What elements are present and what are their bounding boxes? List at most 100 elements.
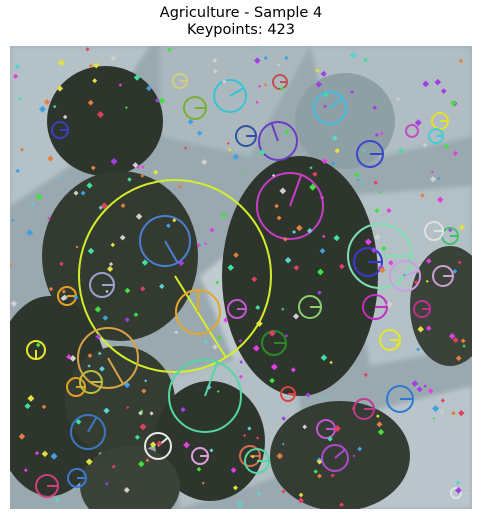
keypoint-marker [246, 155, 250, 159]
keypoint-orientation-line [334, 448, 346, 459]
keypoint-marker [110, 158, 118, 166]
keypoint-marker [339, 263, 345, 270]
keypoint-circle [256, 172, 324, 240]
keypoint-orientation-line [204, 361, 219, 397]
keypoint-circle [450, 487, 462, 499]
keypoint-marker [334, 147, 340, 154]
keypoint-marker [312, 171, 318, 177]
keypoint-marker [460, 338, 466, 344]
keypoint-marker [110, 242, 116, 248]
keypoint-marker [174, 330, 179, 335]
keypoint-marker [59, 261, 64, 266]
keypoint-marker [172, 218, 177, 223]
keypoint-marker [269, 377, 275, 384]
keypoint-marker [242, 433, 247, 438]
keypoint-marker [386, 301, 394, 308]
keypoint-marker [292, 313, 300, 320]
keypoint-marker [395, 341, 402, 348]
keypoint-marker [455, 355, 462, 362]
keypoint-marker [283, 237, 288, 242]
keypoint-marker [465, 491, 469, 495]
keypoint-marker [451, 410, 456, 416]
keypoint-marker [62, 114, 68, 120]
keypoint-marker [333, 234, 340, 242]
keypoint-marker [141, 259, 149, 266]
keypoint-marker [281, 442, 285, 446]
keypoint-orientation-line [270, 122, 279, 142]
keypoint-marker [139, 423, 147, 431]
keypoint-marker [178, 260, 185, 267]
keypoint-marker [167, 47, 172, 52]
keypoint-marker [241, 170, 245, 174]
keypoint-marker [306, 227, 313, 234]
keypoint-marker [90, 165, 96, 171]
keypoint-marker [257, 84, 261, 88]
keypoint-marker [30, 203, 35, 207]
keypoint-marker [411, 380, 419, 387]
keypoint-marker [255, 436, 260, 440]
keypoint-circle [258, 121, 298, 161]
keypoint-marker [23, 468, 28, 473]
keypoint-marker [20, 147, 24, 152]
keypoint-circle [144, 432, 172, 460]
keypoint-marker [436, 176, 441, 181]
keypoint-marker [138, 460, 145, 468]
figure-title: Agriculture - Sample 4 Keypoints: 423 [0, 5, 482, 39]
keypoint-circle [321, 444, 349, 472]
keypoint-marker [124, 317, 130, 323]
keypoint-marker [156, 440, 163, 447]
keypoint-marker [425, 258, 432, 264]
keypoint-circle [168, 359, 242, 433]
keypoint-marker [281, 489, 286, 494]
keypoint-marker [18, 97, 22, 101]
keypoint-marker [233, 252, 239, 258]
keypoint-marker [356, 178, 360, 182]
keypoint-marker [201, 481, 205, 485]
satellite-image-panel [10, 46, 472, 509]
keypoint-marker [452, 337, 459, 344]
keypoint-marker [320, 354, 328, 361]
keypoint-marker [239, 360, 243, 364]
keypoint-marker [95, 333, 102, 340]
keypoint-marker [320, 195, 325, 200]
keypoint-orientation-line [329, 96, 343, 109]
keypoint-marker [322, 234, 326, 239]
keypoint-marker [357, 446, 363, 452]
keypoint-marker [449, 333, 456, 340]
keypoint-marker [386, 208, 392, 214]
keypoint-marker [379, 267, 386, 274]
keypoint-marker [159, 283, 165, 290]
keypoint-circles [26, 73, 462, 499]
keypoint-circle [213, 79, 247, 113]
keypoint-marker [430, 170, 434, 174]
keypoint-marker [86, 182, 93, 189]
keypoint-marker [87, 247, 95, 255]
keypoint-circle [139, 215, 191, 267]
keypoint-marker [425, 279, 429, 283]
keypoint-marker [196, 243, 202, 248]
keypoint-marker [429, 175, 437, 183]
keypoint-marker [127, 177, 132, 182]
keypoint-marker [222, 79, 227, 84]
keypoint-marker [316, 459, 323, 465]
keypoint-marker [361, 148, 366, 152]
keypoint-marker [434, 78, 442, 86]
keypoint-marker [376, 421, 383, 428]
keypoint-orientation-line [174, 275, 227, 358]
keypoint-marker [203, 242, 207, 246]
keypoint-marker [252, 344, 260, 352]
keypoint-orientation-line [87, 416, 98, 433]
keypoint-circle [313, 91, 347, 125]
keypoint-marker [104, 481, 109, 486]
keypoint-marker [376, 414, 380, 418]
keypoint-overlay-image [10, 46, 472, 509]
keypoint-marker [298, 492, 304, 498]
keypoint-marker [276, 452, 284, 460]
keypoint-marker [255, 305, 261, 311]
keypoint-marker [56, 85, 64, 92]
keypoint-marker [212, 344, 218, 350]
keypoint-marker [296, 224, 303, 232]
keypoint-marker [256, 491, 262, 496]
keypoint-marker [305, 392, 311, 398]
keypoint-marker [123, 487, 130, 494]
